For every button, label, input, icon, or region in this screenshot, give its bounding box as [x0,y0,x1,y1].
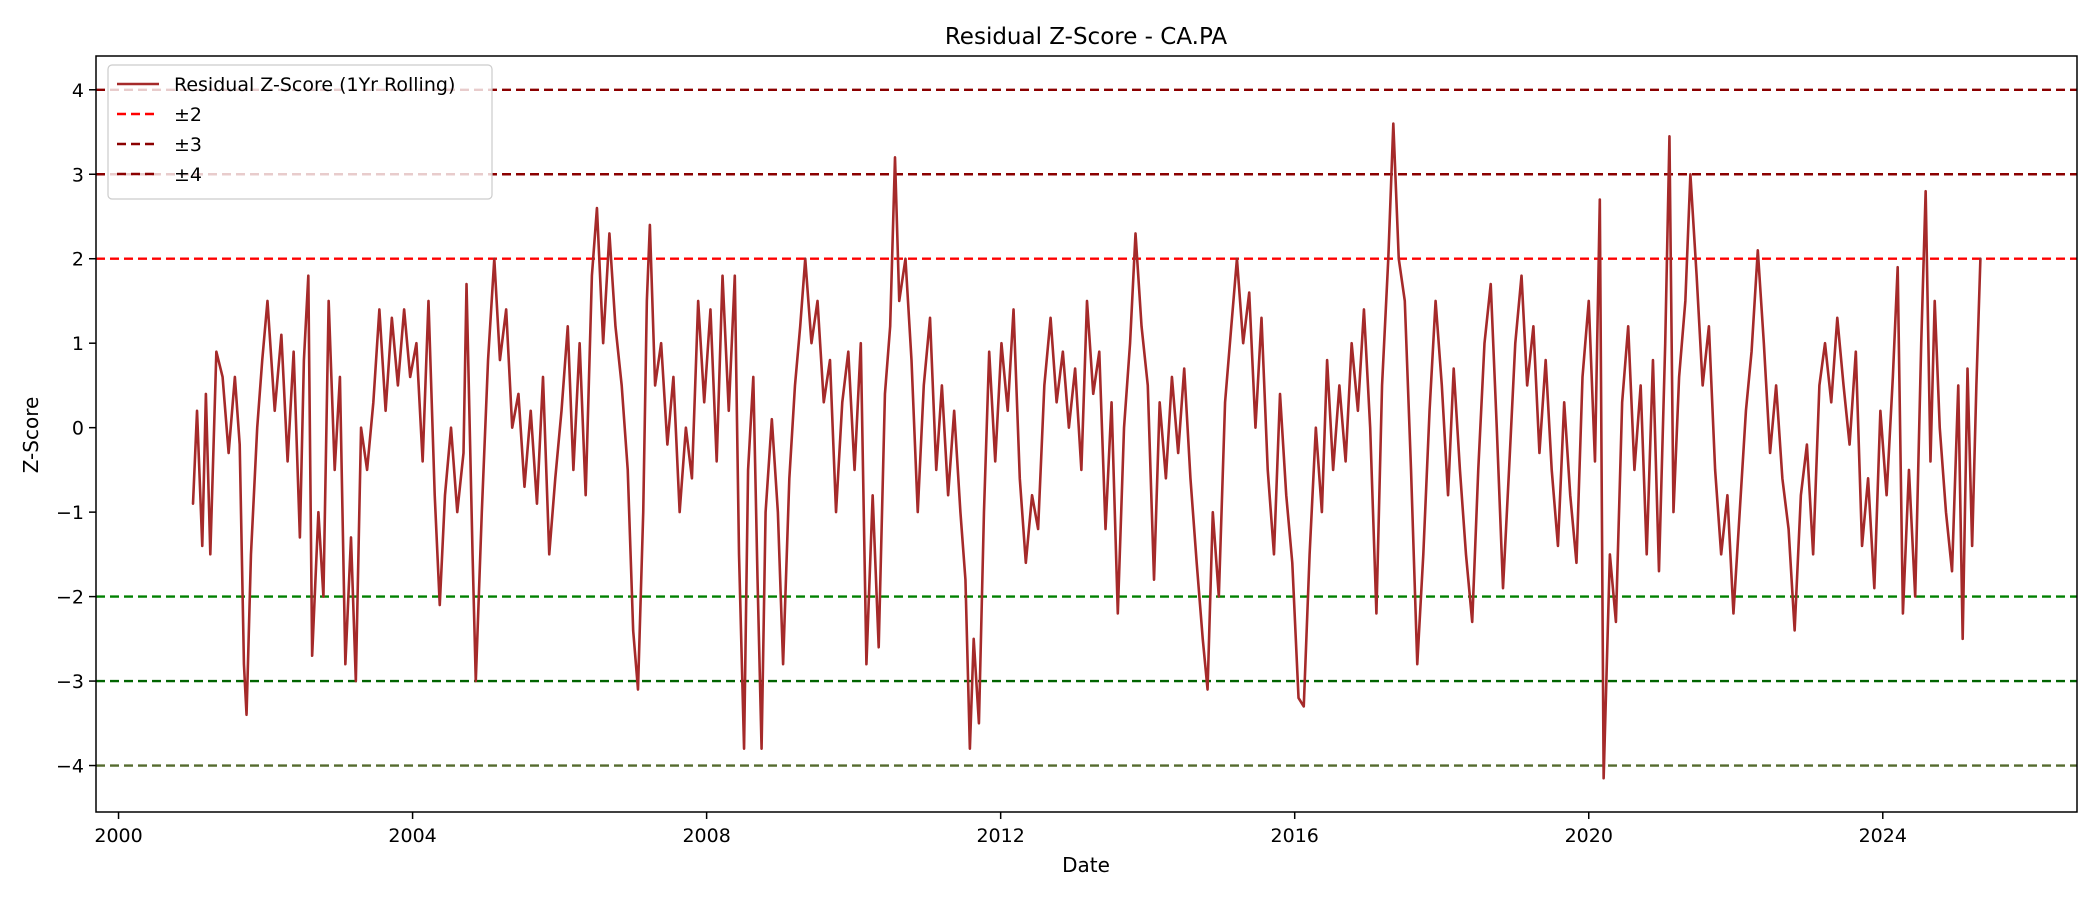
y-tick-label: −1 [56,502,84,524]
legend-label: ±4 [174,164,202,186]
y-tick-label: −4 [56,756,84,778]
legend-label: ±2 [174,104,202,126]
x-axis-label: Date [1062,853,1110,877]
x-tick-label: 2012 [976,825,1024,847]
legend: Residual Z-Score (1Yr Rolling) ±2 ±3 ±4 [108,65,492,199]
x-tick-label: 2016 [1271,825,1319,847]
y-tick-label: −2 [56,587,84,609]
y-tick-label: 3 [72,164,84,186]
y-tick-label: 2 [72,249,84,271]
y-tick-label: −3 [56,671,84,693]
y-tick-label: 1 [72,333,84,355]
x-tick-label: 2008 [682,825,730,847]
legend-label: ±3 [174,134,202,156]
y-tick-label: 0 [72,418,84,440]
y-tick-label: 4 [72,80,84,102]
chart-title: Residual Z-Score - CA.PA [945,24,1228,50]
x-tick-label: 2024 [1859,825,1907,847]
x-tick-label: 2020 [1565,825,1613,847]
legend-label: Residual Z-Score (1Yr Rolling) [174,74,455,96]
x-tick-label: 2000 [94,825,142,847]
x-tick-label: 2004 [388,825,436,847]
y-axis-label: Z-Score [19,397,43,474]
